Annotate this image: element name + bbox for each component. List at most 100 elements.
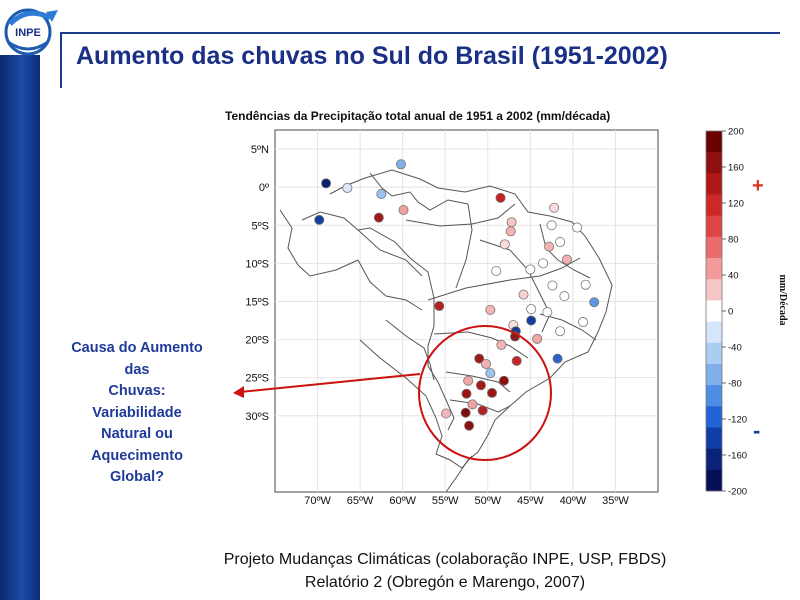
colorbar-tick-label: 160 bbox=[728, 163, 744, 174]
colorbar-swatch bbox=[706, 469, 722, 492]
station-marker bbox=[485, 368, 496, 379]
station-marker bbox=[498, 375, 509, 386]
brazil-state-line-7 bbox=[539, 223, 591, 279]
lat-tick-label: 15ºS bbox=[245, 296, 269, 308]
lon-tick-label: 65ºW bbox=[347, 495, 374, 507]
station-marker bbox=[499, 239, 510, 250]
lon-tick-label: 55ºW bbox=[432, 495, 459, 507]
pointer-arrow-line bbox=[239, 373, 421, 393]
colorbar-tick-label: -40 bbox=[728, 343, 742, 354]
station-marker bbox=[463, 375, 474, 386]
cause-line-1: Causa do Aumento bbox=[71, 340, 203, 356]
station-marker bbox=[505, 226, 516, 237]
brazil-state-line-4 bbox=[445, 371, 511, 393]
colorbar-unit-label: mm/Década bbox=[777, 274, 788, 325]
cause-line-6: Aquecimento bbox=[91, 447, 183, 464]
amazon-north-border bbox=[369, 172, 469, 211]
station-marker bbox=[398, 205, 409, 216]
station-marker bbox=[552, 353, 563, 364]
map-title: Tendências da Precipitação total anual d… bbox=[225, 109, 610, 123]
peru-boundary bbox=[279, 209, 359, 277]
station-marker bbox=[434, 301, 445, 312]
station-marker bbox=[544, 241, 555, 252]
station-markers bbox=[314, 159, 600, 431]
colorbar-swatch bbox=[706, 279, 722, 301]
colorbar: 200 160 120 80 40 0 -40 -80 -120 -160 -200 bbox=[705, 127, 747, 498]
south-brazil-highlight-circle bbox=[418, 325, 552, 461]
colorbar-swatch bbox=[706, 427, 722, 449]
lat-tick-label: 0º bbox=[259, 182, 269, 194]
colorbar-swatch bbox=[706, 258, 722, 280]
station-marker bbox=[547, 280, 558, 291]
station-marker bbox=[461, 388, 472, 399]
inpe-logo: INPE bbox=[4, 8, 58, 56]
lat-tick-label: 30ºS bbox=[245, 411, 269, 423]
station-marker bbox=[491, 265, 502, 276]
cause-line-7: Global? bbox=[110, 469, 164, 485]
title-horizontal-rule bbox=[62, 32, 780, 34]
lon-tick-label: 70ºW bbox=[304, 495, 331, 507]
map-frame bbox=[274, 129, 659, 493]
brazil-state-line-10 bbox=[357, 229, 423, 277]
colorbar-tick-label: 80 bbox=[728, 235, 739, 246]
lat-tick-label: 20ºS bbox=[245, 335, 269, 347]
cause-line-4: Variabilidade bbox=[92, 404, 182, 421]
footer-line-1: Projeto Mudanças Climáticas (colaboração… bbox=[223, 551, 667, 568]
station-marker bbox=[526, 315, 537, 326]
colorbar-tick-label: -80 bbox=[728, 379, 742, 390]
longitude-labels: 70ºW 65ºW 60ºW 55ºW 50ºW 45ºW 40ºW 35ºW bbox=[304, 495, 629, 507]
station-marker bbox=[474, 353, 485, 364]
station-marker bbox=[475, 380, 486, 391]
station-marker bbox=[572, 222, 583, 233]
colorbar-minus-sign: - bbox=[753, 418, 760, 443]
station-marker bbox=[555, 326, 566, 337]
country-borders bbox=[279, 169, 613, 493]
station-marker bbox=[518, 289, 529, 300]
station-marker bbox=[506, 217, 517, 228]
colorbar-swatch bbox=[706, 131, 722, 153]
colorbar-swatch bbox=[706, 173, 722, 195]
precipitation-trend-map: Tendências da Precipitação total anual d… bbox=[225, 109, 788, 507]
colorbar-swatch bbox=[706, 215, 722, 238]
colorbar-tick-label: 40 bbox=[728, 271, 739, 282]
station-marker bbox=[321, 178, 332, 189]
colorbar-swatch bbox=[706, 194, 722, 217]
brazil-state-line-1 bbox=[427, 257, 581, 301]
south-america-coastline bbox=[329, 169, 613, 493]
station-marker bbox=[525, 264, 536, 275]
station-marker bbox=[376, 189, 387, 200]
lat-tick-label: 5ºN bbox=[251, 144, 269, 156]
colorbar-swatch bbox=[706, 363, 722, 386]
station-marker bbox=[487, 387, 498, 398]
station-marker bbox=[542, 307, 553, 318]
colorbar-swatch bbox=[706, 448, 722, 471]
station-marker bbox=[464, 420, 475, 431]
station-marker bbox=[495, 192, 506, 203]
cause-line-5: Natural ou bbox=[101, 426, 173, 442]
station-marker bbox=[559, 291, 570, 302]
footer-line-2: Relatório 2 (Obregón e Marengo, 2007) bbox=[304, 574, 586, 591]
colorbar-swatch bbox=[706, 152, 722, 174]
slide-title: Aumento das chuvas no Sul do Brasil (195… bbox=[76, 42, 668, 70]
station-marker bbox=[578, 317, 589, 328]
brazil-state-line-9 bbox=[455, 203, 473, 289]
colorbar-swatch bbox=[706, 342, 722, 365]
colorbar-tick-label: 120 bbox=[728, 199, 744, 210]
station-marker bbox=[496, 339, 507, 350]
station-marker bbox=[342, 182, 353, 193]
station-marker bbox=[477, 405, 488, 416]
station-marker bbox=[526, 304, 537, 315]
station-marker bbox=[532, 333, 543, 344]
bolivia-boundary bbox=[357, 259, 423, 311]
station-marker bbox=[373, 212, 384, 223]
station-marker bbox=[485, 304, 496, 315]
station-marker bbox=[561, 254, 572, 265]
colorbar-swatch bbox=[706, 236, 722, 259]
footer-credits: Projeto Mudanças Climáticas (colaboração… bbox=[140, 548, 750, 594]
lat-tick-label: 25ºS bbox=[245, 373, 269, 385]
station-marker bbox=[460, 407, 471, 418]
station-marker bbox=[481, 358, 492, 369]
colorbar-swatch bbox=[706, 321, 722, 344]
station-marker bbox=[546, 220, 557, 231]
colorbar-swatch bbox=[706, 406, 722, 428]
